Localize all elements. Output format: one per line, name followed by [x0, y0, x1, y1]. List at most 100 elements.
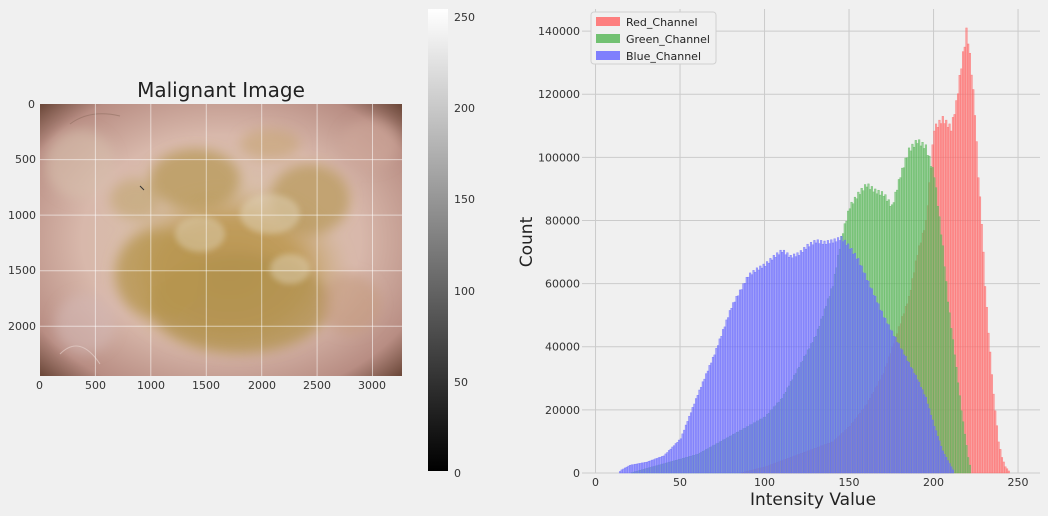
histogram-bar — [880, 311, 884, 474]
histogram-bar — [999, 449, 1002, 474]
histogram-bar — [906, 360, 909, 474]
histogram-bar — [717, 345, 720, 474]
histogram-bar — [627, 465, 630, 474]
image-x-tick: 1500 — [192, 379, 220, 392]
histogram-bar — [914, 374, 917, 474]
image-x-tick: 2500 — [303, 379, 331, 392]
histogram-bar — [948, 463, 951, 474]
histogram-bar — [935, 187, 938, 474]
histogram-bar — [858, 265, 862, 474]
histogram-bar — [864, 273, 867, 474]
histogram-bar — [977, 177, 980, 474]
histogram-bar — [919, 386, 922, 474]
histogram-bar — [875, 302, 878, 474]
legend-box — [590, 11, 717, 65]
histogram-bar — [679, 438, 682, 474]
histogram-bar — [857, 258, 860, 474]
histogram-bar — [1002, 461, 1005, 474]
histogram-bar — [877, 303, 880, 474]
histogram-bar — [886, 323, 889, 474]
histogram-bar — [891, 330, 894, 474]
histogram-bar — [940, 234, 943, 474]
x-tick-label: 0 — [592, 476, 599, 489]
histogram-bar — [673, 445, 676, 474]
histogram-bar — [872, 294, 875, 474]
histogram-bar — [718, 338, 721, 474]
histogram-bar — [1004, 466, 1007, 474]
histogram-bar — [845, 245, 848, 474]
x-tick-label: 150 — [839, 476, 860, 489]
histogram-bar — [640, 462, 644, 474]
legend-label: Green_Channel — [626, 33, 710, 46]
histogram-bar — [850, 248, 853, 474]
histogram-bar — [918, 381, 921, 474]
histogram-bar — [916, 379, 919, 474]
histogram-bar — [737, 295, 740, 474]
histogram-bar — [652, 459, 655, 474]
image-x-tick: 0 — [36, 379, 43, 392]
histogram-bar — [625, 466, 628, 474]
histogram-bar — [931, 419, 934, 474]
histogram-bar — [940, 446, 943, 474]
x-axis-label: Intensity Value — [750, 490, 876, 510]
histogram-bar — [913, 373, 916, 474]
image-x-tick: 500 — [85, 379, 106, 392]
histogram-bar — [723, 326, 726, 474]
histogram-bar — [941, 450, 944, 474]
histogram-bar — [669, 448, 672, 474]
histogram-bar — [662, 455, 666, 474]
histogram-bar — [820, 240, 823, 474]
histogram-bar — [774, 257, 777, 474]
histogram-bar — [815, 242, 818, 474]
histogram-bar — [804, 248, 807, 474]
histogram-bar — [869, 287, 872, 474]
histogram-bar — [985, 307, 988, 474]
histogram-bar — [965, 27, 968, 474]
histogram-bar — [958, 395, 961, 474]
y-tick-label: 40000 — [545, 341, 580, 354]
histogram-bar — [945, 457, 948, 474]
histogram-bar — [936, 206, 939, 474]
histogram-ticks: 0 50 100 150 200 250 0 20000 40000 60000 80000 1000… — [538, 25, 1029, 489]
histogram-bar — [823, 240, 826, 474]
histogram-bar — [779, 249, 782, 474]
legend-swatch — [596, 51, 620, 60]
histogram-bar — [951, 339, 955, 474]
histogram-bar — [799, 250, 802, 474]
histogram-bar — [972, 89, 975, 474]
histogram-bar — [994, 410, 997, 474]
histogram-bar — [904, 356, 907, 474]
histogram-bar — [882, 317, 885, 474]
histogram-bar — [674, 443, 677, 474]
histogram-bar — [781, 252, 784, 474]
histogram-bar — [777, 254, 780, 474]
histogram-bar — [896, 342, 899, 474]
histogram-bar — [809, 242, 813, 474]
histogram-bar — [664, 453, 667, 474]
histogram-bar — [776, 252, 779, 474]
y-tick-label: 140000 — [538, 25, 580, 38]
histogram-bar — [735, 296, 738, 474]
y-tick-label: 80000 — [545, 214, 580, 227]
histogram-bar — [990, 374, 993, 474]
histogram-bar — [683, 429, 686, 474]
x-tick-label: 100 — [754, 476, 775, 489]
histogram-bar — [667, 450, 671, 474]
histogram-bar — [624, 467, 627, 474]
histogram-bar — [865, 280, 868, 474]
histogram-bar — [695, 398, 698, 474]
histogram-bar — [889, 329, 892, 474]
histogram-bar — [831, 242, 835, 474]
legend-swatch — [596, 34, 620, 43]
y-tick-label: 0 — [573, 467, 580, 480]
image-y-tick: 1000 — [8, 209, 36, 222]
histogram-bar — [818, 243, 821, 474]
histogram-bar — [975, 141, 978, 474]
x-tick-label: 250 — [1008, 476, 1029, 489]
histogram-bar — [968, 464, 971, 474]
histogram-bar — [963, 433, 966, 474]
histogram-bar — [782, 249, 786, 474]
histogram-bar — [923, 394, 926, 474]
histogram-bar — [766, 261, 769, 474]
